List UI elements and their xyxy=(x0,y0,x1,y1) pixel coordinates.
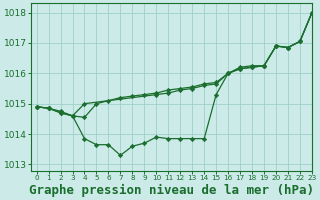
X-axis label: Graphe pression niveau de la mer (hPa): Graphe pression niveau de la mer (hPa) xyxy=(29,183,314,197)
